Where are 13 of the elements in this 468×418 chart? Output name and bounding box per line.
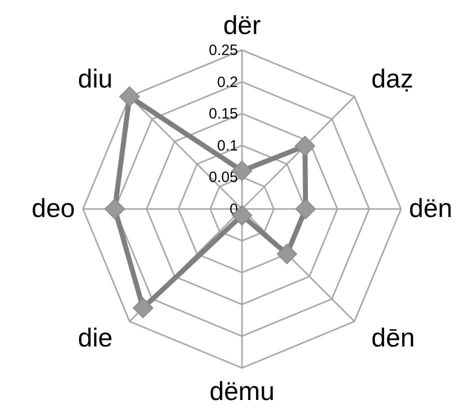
spoke-label: diu xyxy=(78,64,113,94)
spoke-label: dër xyxy=(223,10,262,40)
y-tick-label: 0.1 xyxy=(217,137,238,154)
spoke-label: dëmu xyxy=(209,376,275,406)
y-tick-label: 0.05 xyxy=(208,169,238,186)
y-tick-label: 0.2 xyxy=(217,74,238,91)
y-tick-label: 0.25 xyxy=(208,42,238,59)
spoke-label: daẓ xyxy=(371,64,414,94)
spoke-label: dēn xyxy=(371,322,415,352)
spoke-label: dën xyxy=(409,193,452,223)
spoke-label: deo xyxy=(32,193,75,223)
y-tick-label: 0.15 xyxy=(208,106,238,123)
spoke-label: die xyxy=(78,322,113,352)
